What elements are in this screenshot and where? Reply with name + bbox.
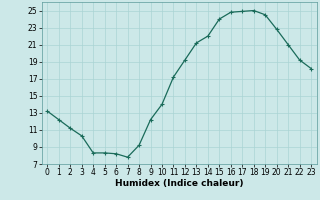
X-axis label: Humidex (Indice chaleur): Humidex (Indice chaleur) bbox=[115, 179, 244, 188]
